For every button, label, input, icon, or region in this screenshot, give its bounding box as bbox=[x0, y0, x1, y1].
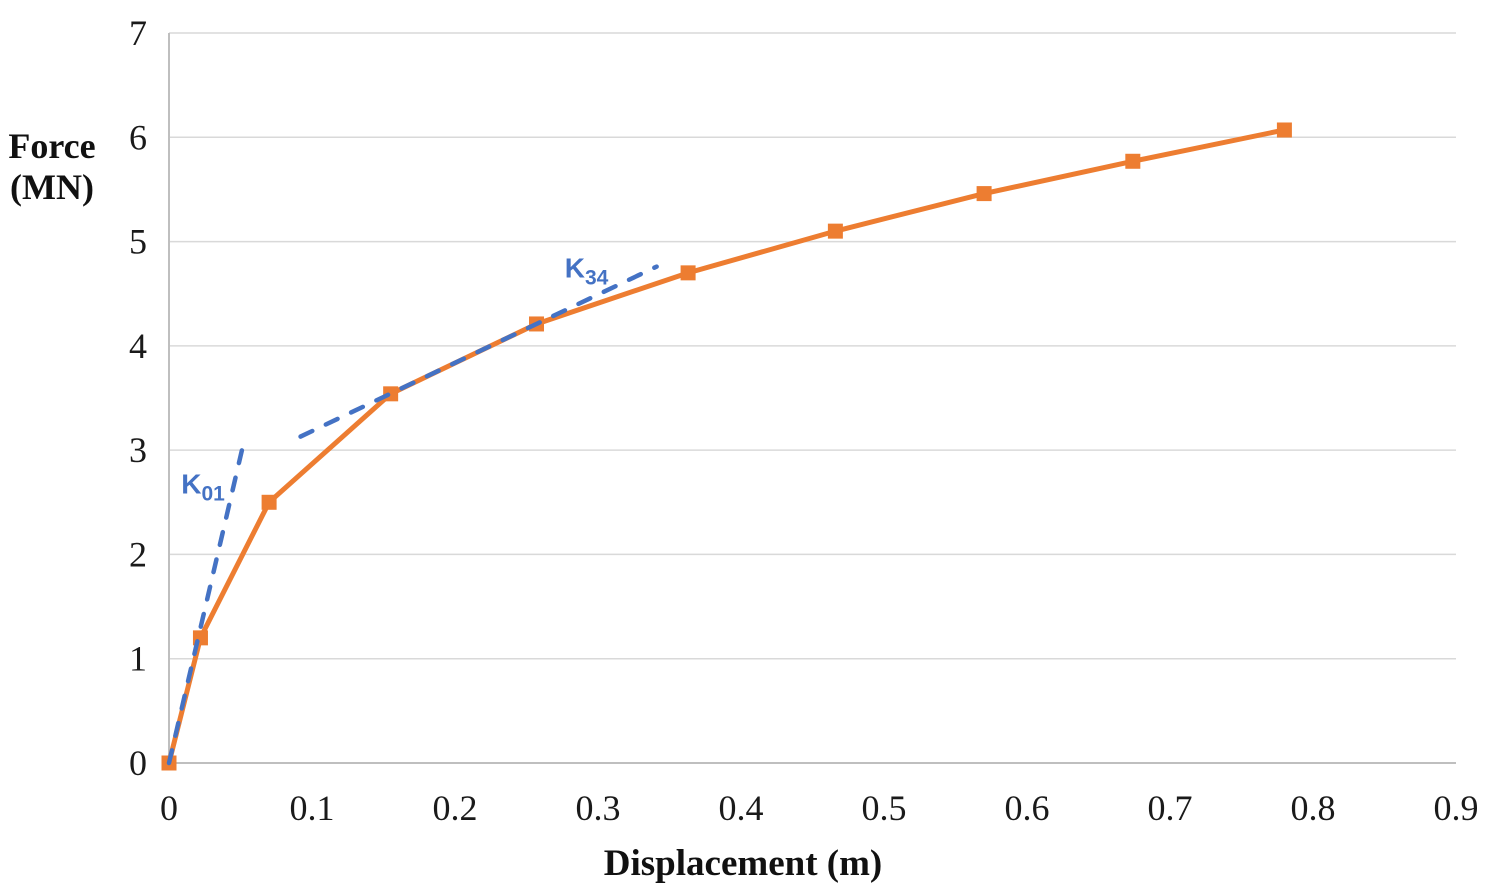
series-force-displacement-curve bbox=[166, 127, 1285, 764]
k01-label: K01 bbox=[181, 469, 225, 506]
x-tick-label: 0.7 bbox=[1148, 788, 1193, 828]
y-axis-title-line2: (MN) bbox=[10, 167, 94, 207]
x-tick-label: 0.6 bbox=[1005, 788, 1050, 828]
x-tick-label: 0.1 bbox=[290, 788, 335, 828]
data-point-marker bbox=[827, 223, 843, 239]
y-tick-label: 6 bbox=[129, 117, 147, 157]
data-point-marker bbox=[1125, 153, 1141, 169]
x-axis-title: Displacement (m) bbox=[603, 843, 883, 884]
x-tick-label: 0.2 bbox=[433, 788, 478, 828]
y-tick-label: 0 bbox=[129, 743, 147, 783]
y-tick-label: 2 bbox=[129, 534, 147, 574]
k34-label: K34 bbox=[565, 253, 609, 290]
x-tick-label: 0.8 bbox=[1291, 788, 1336, 828]
data-point-marker bbox=[261, 494, 277, 510]
x-tick-label: 0.4 bbox=[719, 788, 764, 828]
data-point-marker bbox=[1276, 122, 1292, 138]
y-tick-label: 3 bbox=[129, 430, 147, 470]
y-axis-title: Force (MN) bbox=[2, 126, 102, 208]
x-tick-label: 0 bbox=[160, 788, 178, 828]
x-tick-label: 0.5 bbox=[862, 788, 907, 828]
x-tick-label: 0.3 bbox=[576, 788, 621, 828]
y-tick-label: 4 bbox=[129, 326, 147, 366]
data-point-marker bbox=[680, 265, 696, 281]
y-tick-label: 1 bbox=[129, 639, 147, 679]
x-tick-label: 0.9 bbox=[1434, 788, 1479, 828]
series-k34-stiffness-line bbox=[298, 264, 659, 439]
y-tick-label: 5 bbox=[129, 222, 147, 262]
y-axis-title-line1: Force bbox=[8, 126, 96, 166]
data-point-marker bbox=[976, 186, 992, 202]
y-tick-label: 7 bbox=[129, 13, 147, 53]
